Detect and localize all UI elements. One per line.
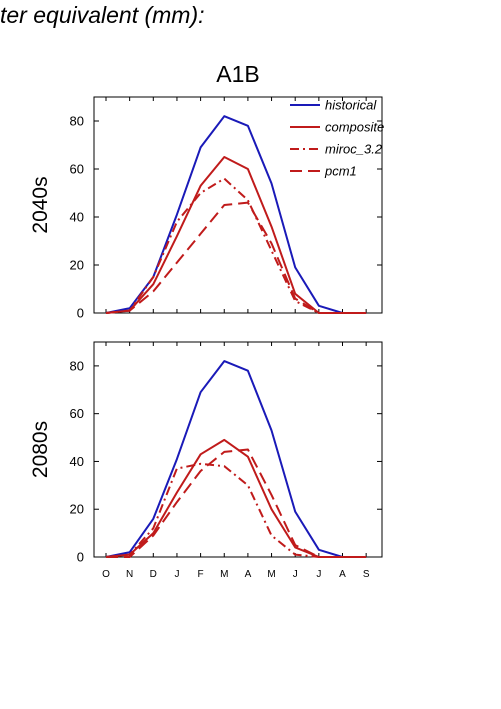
page-heading: ter equivalent (mm):	[0, 2, 205, 28]
month-label: A	[245, 569, 252, 580]
series-line-composite	[105, 438, 367, 558]
chart-panels: 0 20 40 60 80 2040s historical composite miroc_3…	[29, 96, 384, 580]
y-tick-label: 80	[70, 114, 84, 129]
month-label: S	[363, 569, 370, 580]
y-tick-label: 40	[70, 210, 84, 225]
y-tick-label: 40	[70, 454, 84, 469]
y-tick-label: 60	[70, 406, 84, 421]
month-label: J	[174, 569, 179, 580]
y-tick-label: 0	[77, 550, 84, 565]
plot-frame	[93, 96, 383, 314]
month-label: A	[339, 569, 346, 580]
series-line-pcm1	[105, 201, 367, 314]
legend-label: miroc_3.2	[325, 142, 383, 157]
plot-frame	[93, 341, 383, 558]
month-label: O	[102, 569, 110, 580]
y-tick-label: 0	[77, 306, 84, 321]
panel-label: 2040s	[29, 176, 52, 233]
y-tick-label: 20	[70, 502, 84, 517]
month-label: J	[316, 569, 321, 580]
legend-label: historical	[325, 98, 377, 113]
month-label: D	[150, 569, 157, 580]
legend-label: pcm1	[324, 164, 357, 179]
panel-2080s: 0 20 40 60 80 O N D J F M A M J J A S 2080s	[29, 341, 383, 580]
y-tick-label: 80	[70, 358, 84, 373]
month-label: F	[198, 569, 204, 580]
panel-label: 2080s	[29, 421, 52, 478]
panel-2040s: 0 20 40 60 80 2040s historical composite miroc_3…	[29, 96, 384, 321]
y-tick-label: 60	[70, 162, 84, 177]
chart-legend: historical composite miroc_3.2 pcm1	[290, 98, 384, 179]
scenario-title: A1B	[216, 61, 259, 87]
month-label: M	[267, 569, 275, 580]
legend-label: composite	[325, 120, 384, 135]
y-tick-label: 20	[70, 258, 84, 273]
month-label: N	[126, 569, 133, 580]
month-label: J	[293, 569, 298, 580]
series-line-historical	[105, 360, 367, 558]
series-line-pcm1	[106, 448, 367, 558]
month-label: M	[220, 569, 228, 580]
